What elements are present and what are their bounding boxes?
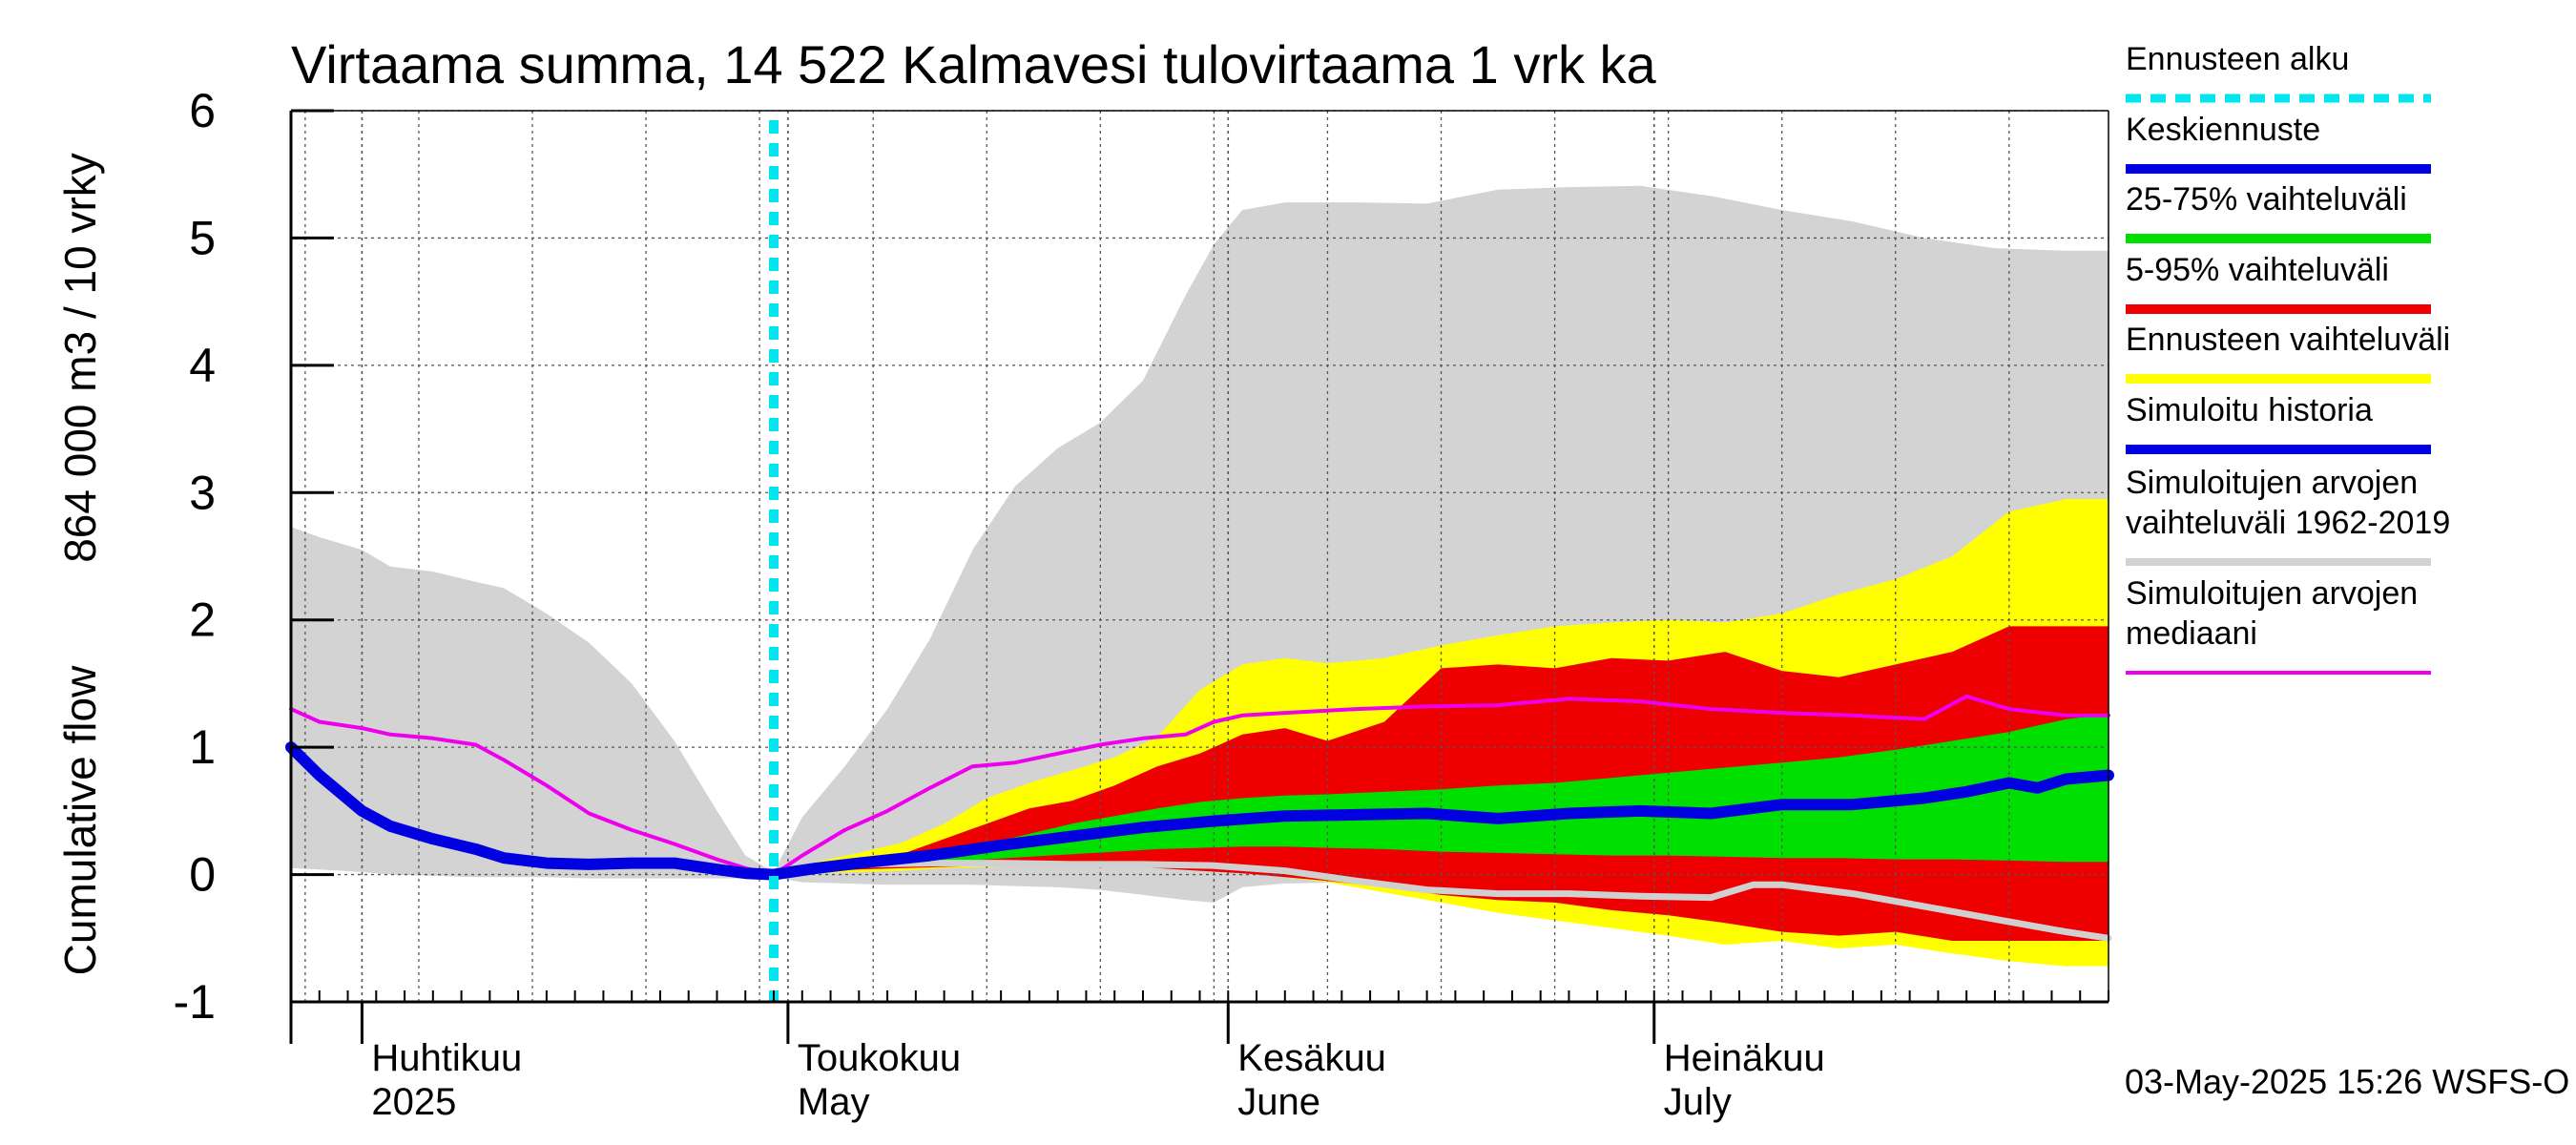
y-tick-label: 5: [189, 211, 216, 264]
y-tick-label: 0: [189, 848, 216, 902]
legend-label: Ennusteen alku: [2126, 41, 2349, 77]
y-axis-label-title: Cumulative flow: [55, 665, 105, 975]
series-line-hist_sim_gray: [770, 860, 2112, 942]
y-tick-label: 4: [189, 339, 216, 392]
chart-legend: Ennusteen alku Keskiennuste 25-75% vaihtel…: [2126, 41, 2450, 675]
x-month-label: Toukokuu: [798, 1037, 961, 1079]
legend-label: Ennusteen vaihteluväli: [2126, 322, 2450, 358]
legend-label: 25-75% vaihteluväli: [2126, 181, 2407, 218]
y-tick-label: 1: [189, 720, 216, 774]
series-line-mean_forecast: [285, 741, 2114, 881]
legend-label: mediaani: [2126, 615, 2257, 652]
y-tick-label: -1: [174, 975, 216, 1029]
chart-title: Virtaama summa, 14 522 Kalmavesi tulovir…: [291, 34, 1657, 94]
x-month-label: Kesäkuu: [1237, 1037, 1386, 1079]
y-tick-label: 3: [189, 466, 216, 519]
series-line-median: [289, 694, 2110, 877]
y-axis-label-units: 864 000 m3 / 10 vrky: [55, 153, 105, 563]
y-tick-label: 6: [189, 84, 216, 137]
x-month-label-en: June: [1237, 1081, 1320, 1123]
legend-label: Simuloitujen arvojen: [2126, 465, 2418, 501]
legend-label: Keskiennuste: [2126, 112, 2320, 148]
legend-label: 5-95% vaihteluväli: [2126, 252, 2389, 288]
x-month-label: Heinäkuu: [1664, 1037, 1825, 1079]
x-month-label-en: 2025: [371, 1081, 456, 1123]
x-month-label-en: May: [798, 1081, 870, 1123]
x-month-label: Huhtikuu: [371, 1037, 522, 1079]
legend-label: Simuloitujen arvojen: [2126, 575, 2418, 612]
legend-label: Simuloitu historia: [2126, 392, 2373, 428]
chart-lines: [285, 120, 2114, 1002]
legend-label: vaihteluväli 1962-2019: [2126, 505, 2450, 541]
timestamp: 03-May-2025 15:26 WSFS-O: [2125, 1062, 2569, 1101]
x-month-label-en: July: [1664, 1081, 1732, 1123]
y-tick-label: 2: [189, 593, 216, 647]
chart-axes: -10123456Huhtikuu2025ToukokuuMayKesäkuuJ…: [174, 84, 2109, 1123]
